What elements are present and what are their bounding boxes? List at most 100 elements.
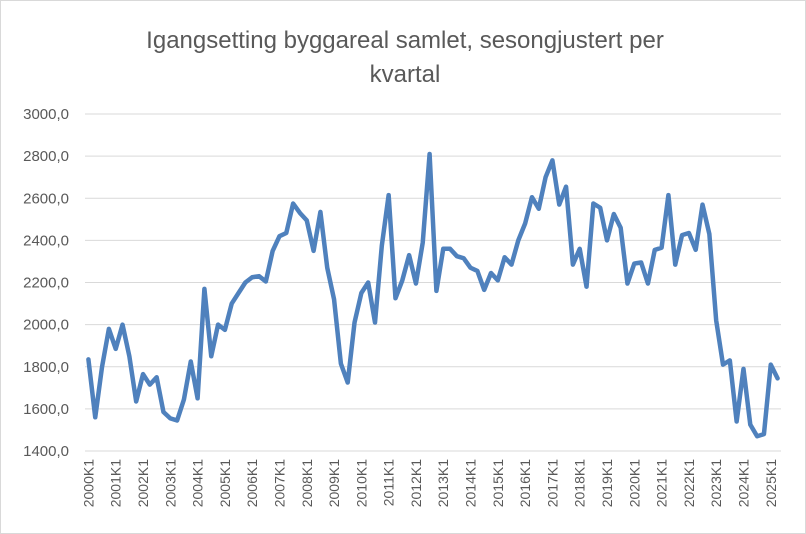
x-tick-label: 2010K1 — [353, 459, 369, 507]
data-point — [441, 247, 445, 251]
x-tick-label: 2003K1 — [162, 459, 178, 507]
data-point — [168, 416, 172, 420]
y-axis-ticks: 1400,0 1600,0 1800,0 2000,0 2200,0 2400,0 2600… — [23, 106, 69, 460]
data-point — [312, 249, 316, 253]
x-tick-label: 2009K1 — [326, 459, 342, 507]
y-tick-label: 2200,0 — [23, 275, 69, 292]
data-point — [305, 218, 309, 222]
x-tick-label: 2006K1 — [244, 459, 260, 507]
data-point — [339, 362, 343, 366]
gridlines — [85, 113, 781, 452]
data-point — [680, 233, 684, 237]
y-tick-label: 1800,0 — [23, 359, 69, 376]
x-tick-label: 2007K1 — [271, 459, 287, 507]
data-point — [605, 238, 609, 242]
data-point — [175, 418, 179, 422]
data-point — [271, 249, 275, 253]
data-point — [619, 226, 623, 230]
data-point — [509, 263, 513, 267]
data-point — [202, 287, 206, 291]
data-point — [741, 367, 745, 371]
data-point — [421, 240, 425, 244]
data-point — [291, 202, 295, 206]
x-tick-label: 2023K1 — [708, 459, 724, 507]
data-point — [400, 278, 404, 282]
data-point — [714, 318, 718, 322]
data-point — [475, 269, 479, 273]
data-point — [189, 359, 193, 363]
x-tick-label: 2016K1 — [517, 459, 533, 507]
data-point — [332, 297, 336, 301]
data-point — [121, 323, 125, 327]
data-point — [196, 396, 200, 400]
data-point — [639, 260, 643, 264]
data-point — [530, 195, 534, 199]
y-tick-label: 2600,0 — [23, 190, 69, 207]
data-point — [353, 321, 357, 325]
data-point — [359, 291, 363, 295]
data-point — [373, 321, 377, 325]
chart-title-line-2: kvartal — [370, 61, 441, 88]
data-point — [625, 282, 629, 286]
data-point — [216, 323, 220, 327]
x-tick-label: 2013K1 — [435, 459, 451, 507]
data-point — [660, 246, 664, 250]
data-point — [632, 262, 636, 266]
data-point — [284, 231, 288, 235]
data-point — [237, 291, 241, 295]
data-point — [612, 212, 616, 216]
chart-title-line-1: Igangsetting byggareal samlet, sesongjus… — [146, 27, 664, 54]
data-point — [230, 302, 234, 306]
data-point — [728, 358, 732, 362]
data-point — [93, 415, 97, 419]
data-point — [298, 211, 302, 215]
y-tick-label: 2400,0 — [23, 232, 69, 249]
data-point — [550, 158, 554, 162]
series-line — [86, 151, 780, 439]
data-point — [366, 281, 370, 285]
data-point — [114, 347, 118, 351]
data-point — [264, 279, 268, 283]
data-point — [653, 248, 657, 252]
data-point — [257, 274, 261, 278]
data-point — [666, 193, 670, 197]
data-point — [496, 278, 500, 282]
data-point — [762, 432, 766, 436]
data-point — [687, 231, 691, 235]
x-tick-label: 2020K1 — [626, 459, 642, 507]
x-axis-ticks: 2000K1 2001K1 2002K1 2003K1 2004K1 2005K1 2006… — [80, 459, 778, 507]
data-point — [462, 256, 466, 260]
data-point — [455, 254, 459, 258]
x-tick-label: 2011K1 — [381, 459, 397, 506]
data-point — [755, 434, 759, 438]
data-point — [735, 420, 739, 424]
series-layer — [86, 151, 780, 439]
x-tick-label: 2015K1 — [490, 459, 506, 507]
x-tick-label: 2014K1 — [463, 459, 479, 507]
y-tick-label: 2800,0 — [23, 148, 69, 165]
x-tick-label: 2001K1 — [108, 459, 124, 507]
data-point — [701, 203, 705, 207]
data-point — [277, 234, 281, 238]
data-point — [161, 410, 165, 414]
x-tick-label: 2018K1 — [572, 459, 588, 507]
data-point — [127, 354, 131, 358]
x-tick-label: 2017K1 — [544, 459, 560, 507]
x-tick-label: 2004K1 — [190, 459, 206, 507]
data-point — [673, 263, 677, 267]
x-tick-label: 2025K1 — [763, 459, 779, 507]
x-tick-label: 2024K1 — [735, 459, 751, 507]
x-tick-label: 2008K1 — [299, 459, 315, 507]
data-point — [393, 296, 397, 300]
x-tick-label: 2012K1 — [408, 459, 424, 507]
data-point — [776, 376, 780, 380]
data-point — [243, 281, 247, 285]
y-tick-label: 3000,0 — [23, 106, 69, 123]
data-point — [503, 255, 507, 259]
y-tick-label: 1600,0 — [23, 401, 69, 418]
data-point — [707, 232, 711, 236]
data-point — [748, 423, 752, 427]
data-point — [721, 363, 725, 367]
data-point — [557, 203, 561, 207]
